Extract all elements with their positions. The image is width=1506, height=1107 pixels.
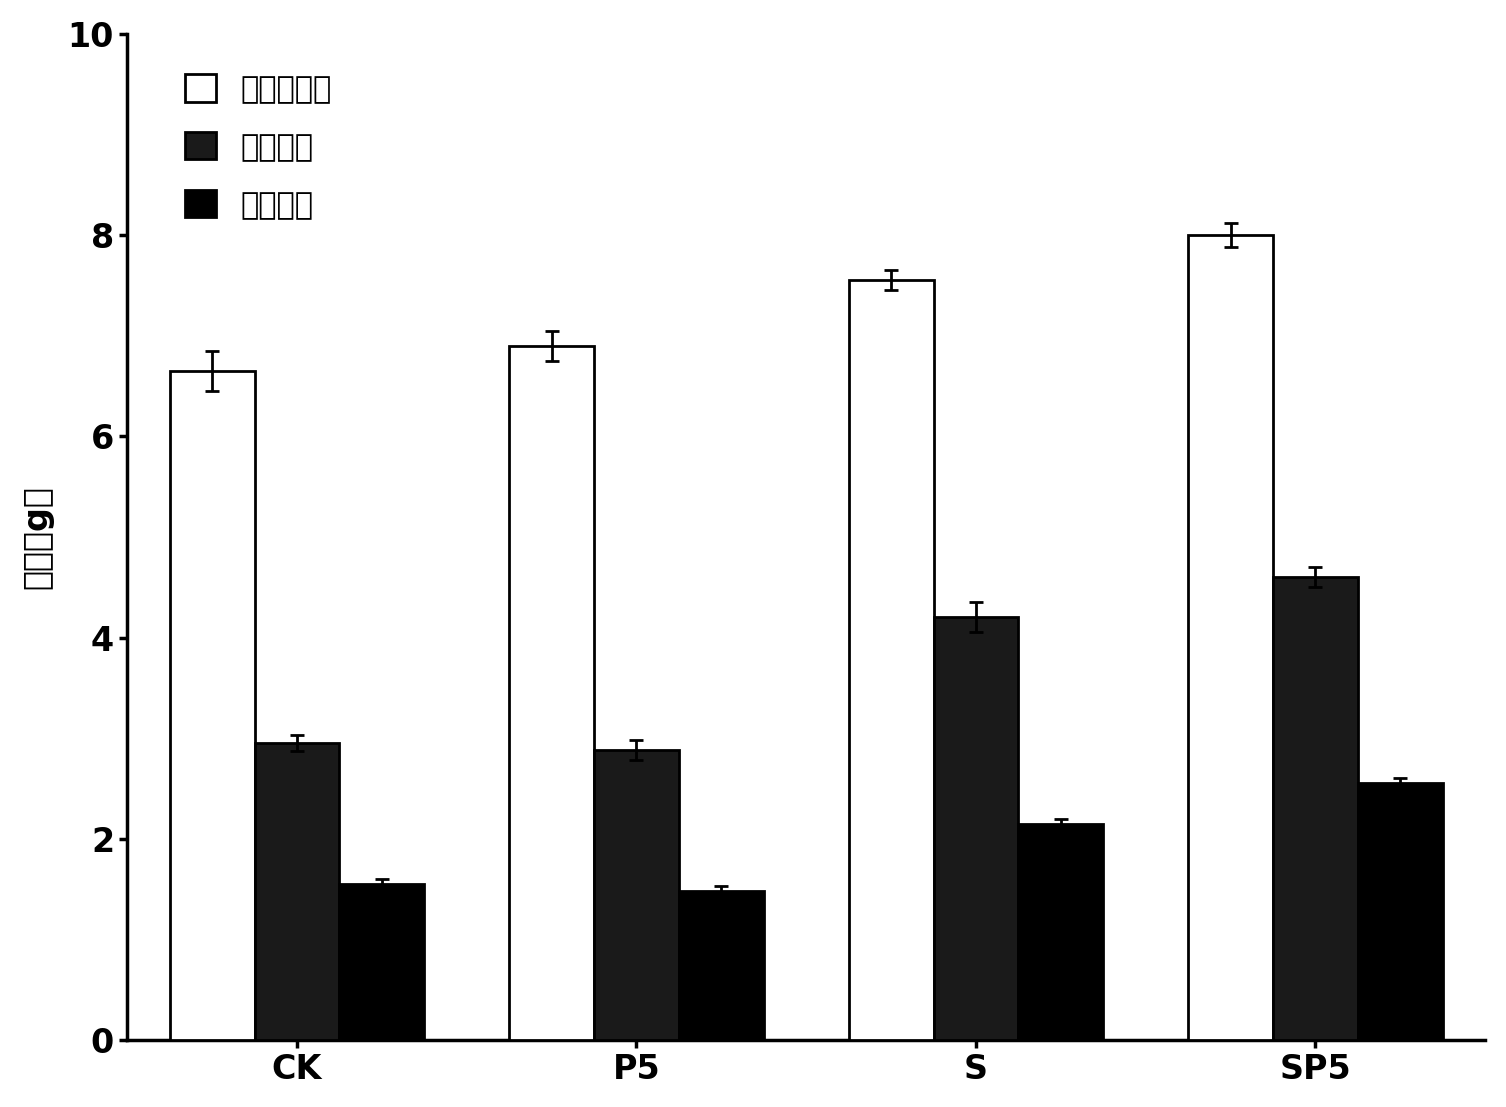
Bar: [934, 618, 1018, 1039]
Bar: [1188, 235, 1273, 1039]
Bar: [593, 751, 679, 1039]
Bar: [1018, 824, 1104, 1039]
Bar: [849, 280, 934, 1039]
Bar: [1273, 577, 1358, 1039]
Legend: 地上部干重, 豆荚干重, 籽粒干重: 地上部干重, 豆荚干重, 籽粒干重: [170, 59, 346, 235]
Bar: [339, 884, 425, 1039]
Bar: [1358, 784, 1443, 1039]
Y-axis label: 重量（g）: 重量（g）: [21, 485, 54, 589]
Bar: [170, 371, 255, 1039]
Bar: [679, 891, 764, 1039]
Bar: [255, 743, 339, 1039]
Bar: [509, 345, 593, 1039]
